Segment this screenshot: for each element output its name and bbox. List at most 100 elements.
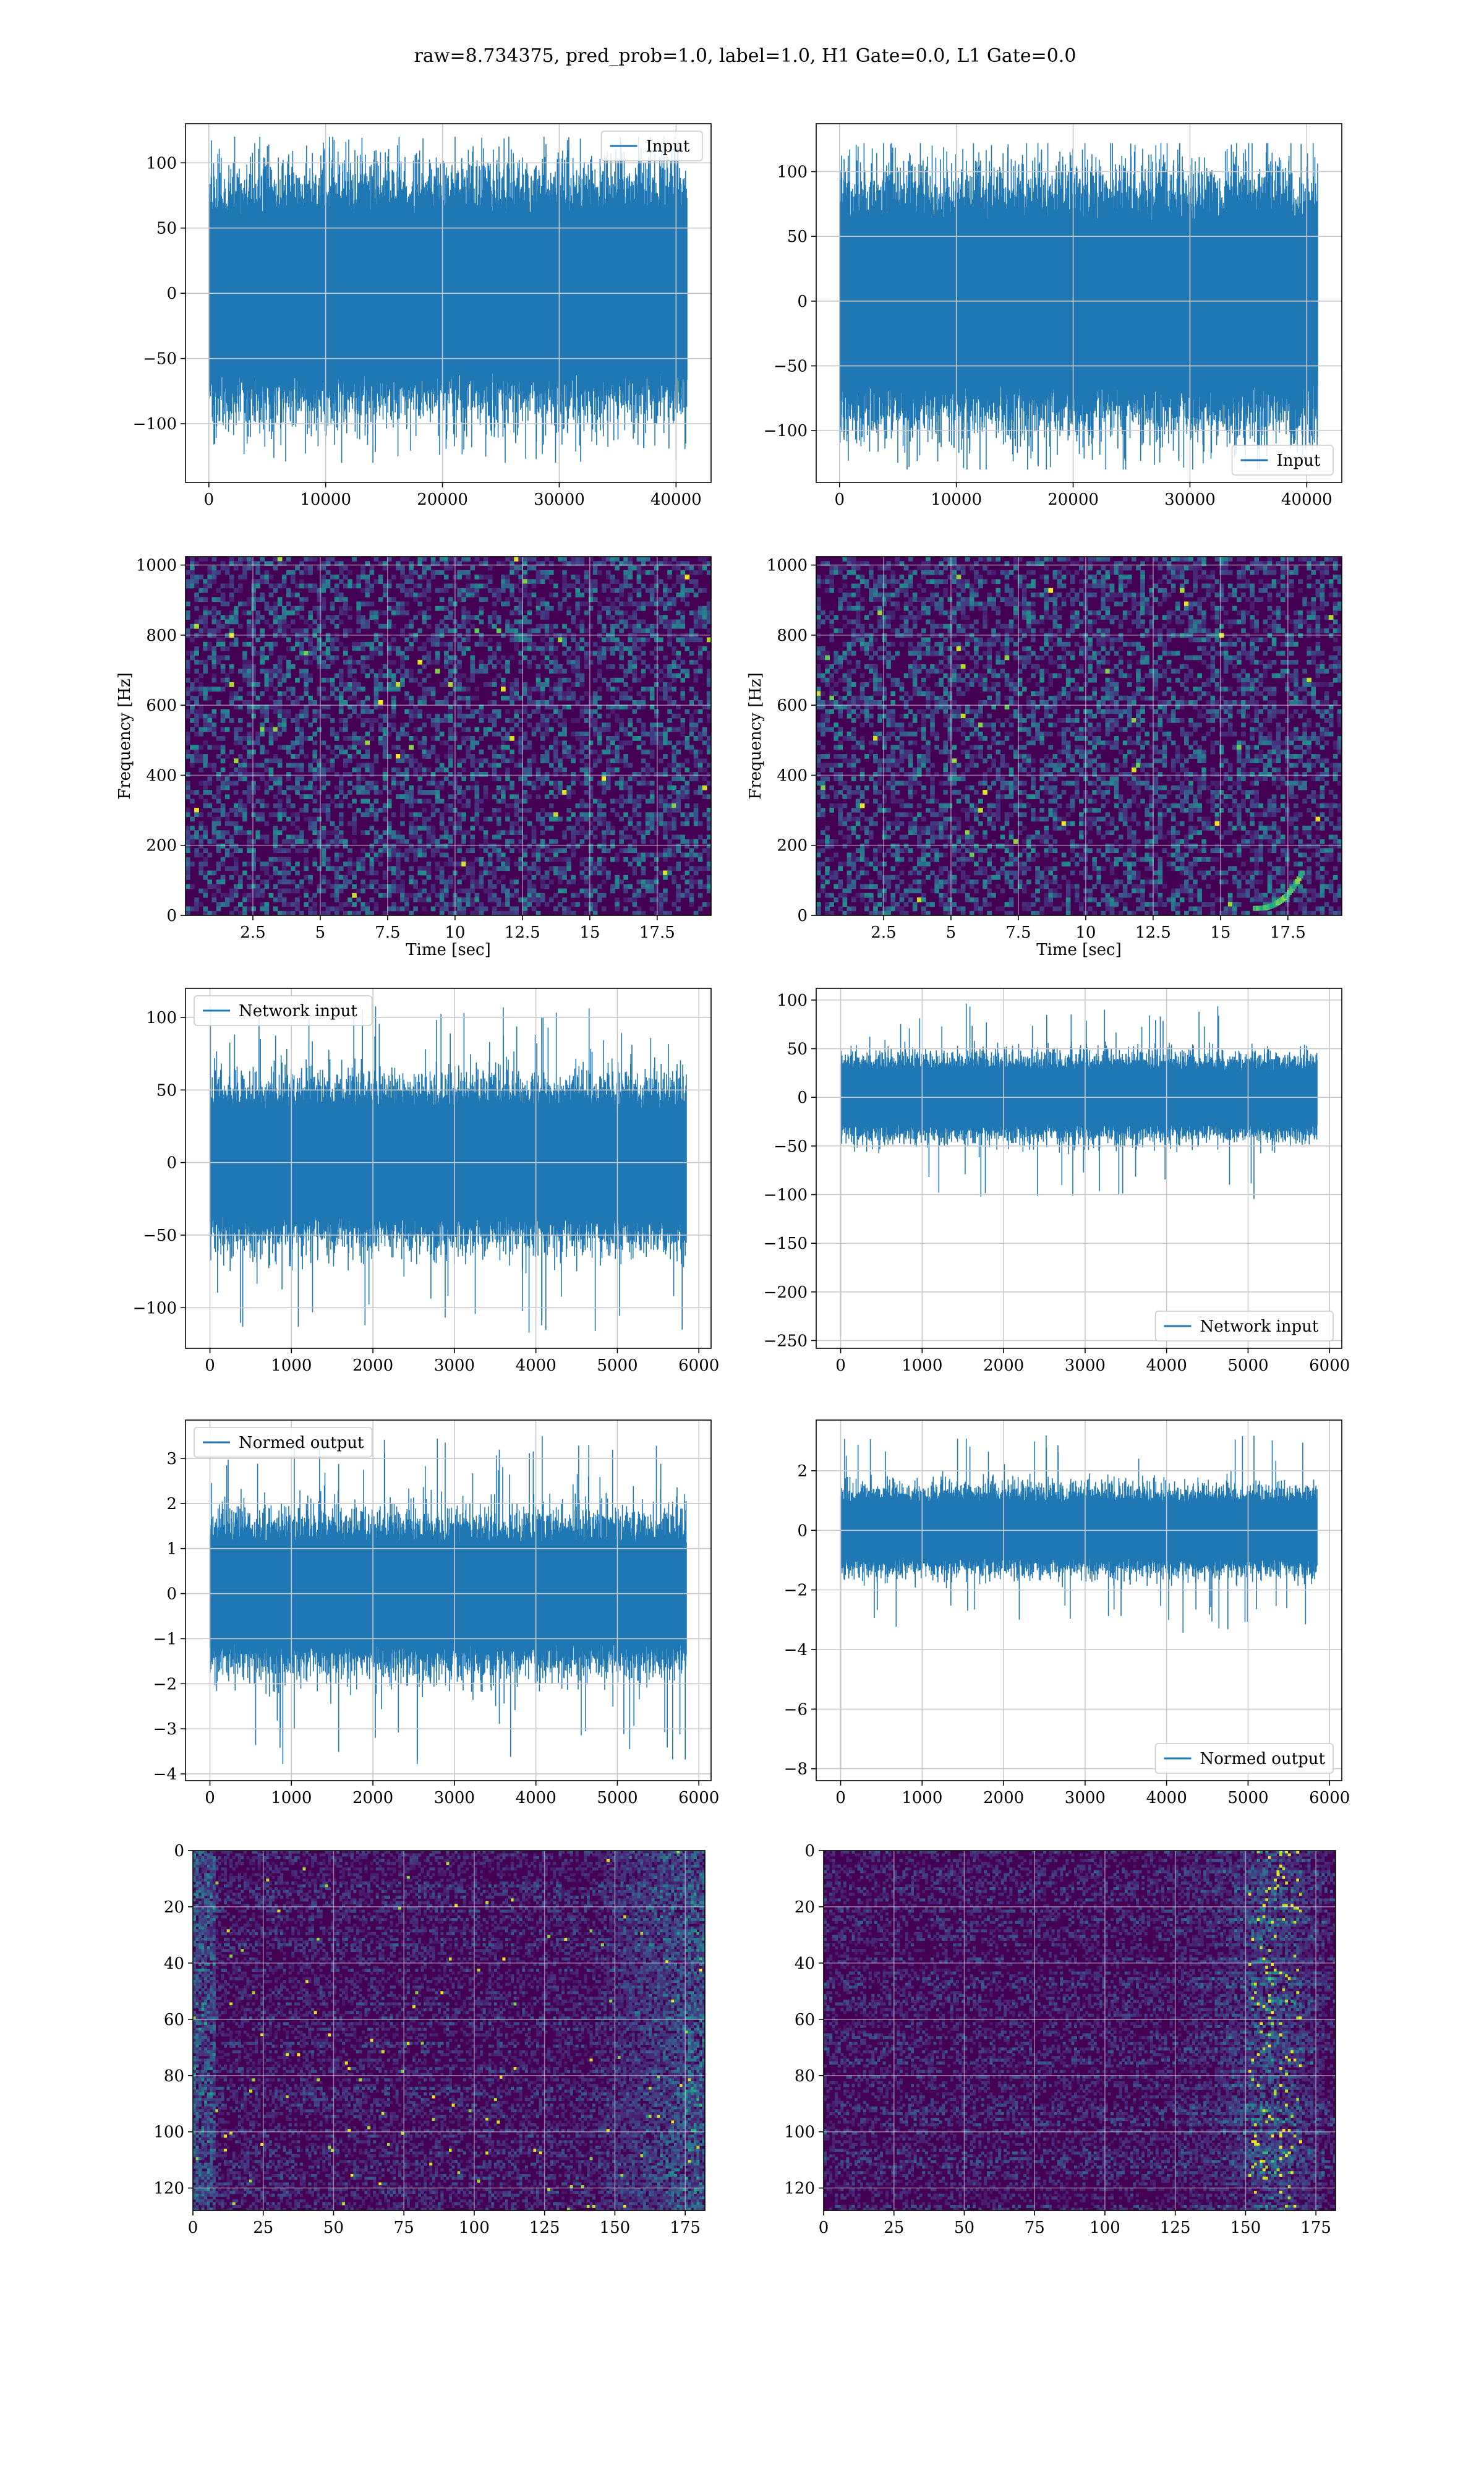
y-tick-label: −250 <box>764 1332 808 1350</box>
y-tick-label: 0 <box>804 1842 815 1860</box>
x-tick-label: 6000 <box>1309 1789 1350 1807</box>
y-tick-label: 0 <box>166 1585 177 1604</box>
l1-network-input-grid <box>816 988 1342 1348</box>
legend-label: Normed output <box>239 1434 364 1452</box>
y-tick-label: 0 <box>166 1154 177 1173</box>
x-tick-label: 175 <box>670 2219 701 2237</box>
x-tick-label: 6000 <box>678 1356 719 1375</box>
y-tick-label: −4 <box>153 1765 177 1784</box>
x-tick-label: 12.5 <box>505 923 540 942</box>
l1-input-grid <box>816 124 1342 482</box>
x-tick-label: 30000 <box>1164 490 1216 509</box>
y-tick-label: 0 <box>797 907 808 925</box>
h1-normed-output-signal-line <box>209 1436 687 1765</box>
y-tick-label: −50 <box>143 1226 177 1245</box>
y-tick-label: 100 <box>146 1009 177 1027</box>
l1-normed-output-grid <box>816 1420 1342 1781</box>
y-tick-label: 200 <box>777 837 808 855</box>
x-tick-label: 5000 <box>1227 1356 1268 1375</box>
legend-label: Normed output <box>1200 1750 1326 1768</box>
y-tick-label: 120 <box>784 2180 815 2198</box>
x-tick-label: 2000 <box>352 1356 393 1375</box>
x-tick-label: 0 <box>835 490 845 509</box>
x-tick-label: 1000 <box>271 1789 312 1807</box>
x-tick-label: 10 <box>1075 923 1096 942</box>
y-tick-label: 60 <box>164 2011 184 2029</box>
y-tick-label: 100 <box>784 2123 815 2142</box>
y-tick-label: 0 <box>797 293 808 311</box>
y-tick-label: 0 <box>166 907 177 925</box>
h1-normed-output-grid <box>186 1420 711 1781</box>
x-tick-label: 150 <box>1230 2219 1261 2237</box>
x-tick-label: 100 <box>1090 2219 1120 2237</box>
l1-spectrogram-heatmap <box>816 557 1342 915</box>
x-tick-label: 3000 <box>434 1789 475 1807</box>
y-tick-label: 100 <box>146 154 177 173</box>
h1-spectrogram-heatmap <box>186 557 711 915</box>
y-tick-label: −6 <box>784 1700 808 1719</box>
x-tick-label: 3000 <box>1065 1789 1106 1807</box>
h1-spectrogram-xlabel: Time [sec] <box>406 941 491 959</box>
x-tick-label: 75 <box>1025 2219 1045 2237</box>
x-tick-label: 4000 <box>516 1356 556 1375</box>
y-tick-label: 120 <box>153 2180 184 2198</box>
x-tick-label: 6000 <box>1309 1356 1350 1375</box>
l1-spectrogram-grid <box>816 557 1342 916</box>
l1-spectrogram-panel: 2.5 5 7.5 10 12.5 15 17.5 0 200 400 600 800 1000 Time… <box>746 556 1342 959</box>
y-tick-label: 0 <box>797 1089 808 1107</box>
x-tick-label: 4000 <box>1146 1356 1187 1375</box>
y-tick-label: −100 <box>133 415 177 434</box>
l1-normed-output-signal-line <box>840 1435 1318 1769</box>
h1-input-grid <box>186 124 711 482</box>
x-tick-label: 20000 <box>1047 490 1099 509</box>
y-tick-label: 0 <box>797 1522 808 1540</box>
l1-activation-map-frame <box>823 1850 1336 2211</box>
y-tick-label: 2 <box>166 1495 177 1513</box>
x-tick-label: 2.5 <box>240 923 265 942</box>
y-tick-label: −4 <box>784 1641 808 1659</box>
x-tick-label: 5000 <box>597 1356 638 1375</box>
y-tick-label: 800 <box>777 627 808 645</box>
x-tick-label: 7.5 <box>1005 923 1031 942</box>
h1-spectrogram-panel: 2.5 5 7.5 10 12.5 15 17.5 0 200 400 600 800 1000 Time… <box>116 556 712 959</box>
x-tick-label: 3000 <box>1065 1356 1106 1375</box>
l1-network-input-legend: Network input <box>1154 1311 1334 1342</box>
x-tick-label: 25 <box>884 2219 904 2237</box>
x-tick-label: 125 <box>1160 2219 1191 2237</box>
x-tick-label: 0 <box>835 1789 846 1807</box>
x-tick-label: 75 <box>394 2219 414 2237</box>
x-tick-label: 7.5 <box>375 923 400 942</box>
y-tick-label: 1 <box>166 1540 177 1559</box>
y-tick-label: 200 <box>146 837 177 855</box>
y-tick-label: −100 <box>764 1186 808 1204</box>
x-tick-label: 40000 <box>1281 490 1333 509</box>
x-tick-label: 1000 <box>902 1356 942 1375</box>
x-tick-label: 0 <box>188 2219 198 2237</box>
h1-network-input-signal-line <box>209 1006 687 1333</box>
h1-normed-output-frame <box>185 1419 712 1781</box>
y-tick-label: −3 <box>153 1720 177 1739</box>
y-tick-label: −2 <box>784 1582 808 1600</box>
l1-network-input-signal-line <box>840 1003 1318 1336</box>
y-tick-label: 800 <box>146 627 177 645</box>
y-tick-label: −50 <box>774 1137 808 1156</box>
y-tick-label: 80 <box>164 2067 184 2086</box>
y-tick-label: 100 <box>153 2123 184 2142</box>
y-tick-label: 50 <box>156 220 177 238</box>
y-tick-label: 400 <box>777 766 808 785</box>
l1-activation-map-heatmap <box>824 1851 1336 2211</box>
y-tick-label: −2 <box>153 1675 177 1693</box>
y-tick-label: 100 <box>777 991 808 1010</box>
y-tick-label: 40 <box>164 1954 184 1973</box>
l1-normed-output-frame <box>816 1419 1342 1781</box>
x-tick-label: 20000 <box>417 490 468 509</box>
y-tick-label: −200 <box>764 1283 808 1302</box>
x-tick-label: 4000 <box>516 1789 556 1807</box>
x-tick-label: 10000 <box>931 490 982 509</box>
y-tick-label: 80 <box>795 2067 815 2086</box>
h1-activation-map-heatmap <box>193 1851 705 2211</box>
h1-spectrogram-frame <box>185 556 712 916</box>
y-tick-label: 1000 <box>767 557 808 575</box>
x-tick-label: 0 <box>835 1356 846 1375</box>
h1-activation-map-panel: 0 25 50 75 100 125 150 175 0 20 40 60 80 100 120 <box>153 1842 706 2237</box>
